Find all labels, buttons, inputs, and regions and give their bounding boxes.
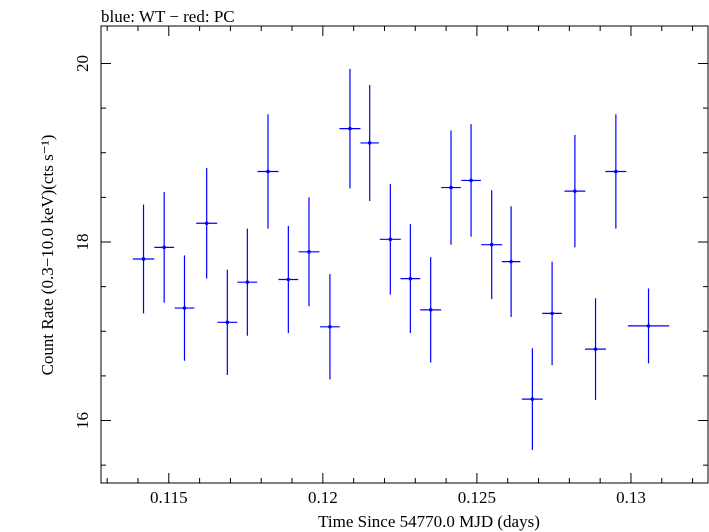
point-marker: [225, 320, 230, 325]
data-point: [132, 204, 155, 314]
point-marker: [182, 306, 187, 310]
point-marker: [573, 189, 577, 193]
data-point: [360, 84, 379, 201]
y-axis-label: Count Rate (0.3−10.0 keV)(cts s⁻¹): [38, 135, 57, 376]
data-point: [521, 348, 543, 450]
plot-frame: [100, 25, 709, 484]
data-point: [379, 183, 401, 295]
y-axis-ticks: 16 18 20: [73, 55, 708, 466]
point-marker: [367, 141, 372, 145]
data-point: [501, 206, 521, 317]
data-point: [320, 274, 340, 380]
point-marker: [408, 276, 413, 281]
point-marker: [328, 324, 332, 329]
data-point: [196, 167, 218, 279]
point-marker: [162, 245, 166, 250]
data-point: [237, 228, 258, 336]
point-marker: [646, 324, 651, 328]
point-marker: [141, 257, 146, 261]
point-marker: [245, 280, 250, 284]
data-point: [278, 225, 299, 334]
data-point: [481, 190, 503, 300]
point-marker: [614, 169, 618, 174]
point-marker: [449, 185, 453, 190]
y-tick-label: 16: [73, 412, 92, 429]
point-marker: [307, 250, 311, 254]
data-point: [605, 114, 627, 229]
y-tick-label: 18: [73, 234, 92, 251]
data-point: [174, 255, 195, 361]
data-point: [585, 298, 607, 400]
point-marker: [428, 308, 433, 312]
point-marker: [489, 242, 494, 247]
chart-title: blue: WT − red: PC: [101, 7, 235, 26]
data-point: [339, 68, 361, 189]
y-tick-label: 20: [73, 55, 92, 72]
point-marker: [286, 277, 291, 282]
data-point: [542, 261, 562, 366]
data-point: [257, 114, 279, 229]
point-marker: [266, 169, 270, 174]
x-tick-label: 0.125: [458, 488, 496, 507]
data-point: [461, 124, 481, 237]
x-tick-label: 0.115: [150, 488, 188, 507]
x-axis-label: Time Since 54770.0 MJD (days): [318, 512, 540, 531]
data-point: [217, 269, 238, 375]
point-marker: [509, 259, 513, 264]
point-marker: [469, 178, 473, 183]
data-point: [420, 257, 442, 363]
point-marker: [593, 347, 598, 351]
x-tick-label: 0.12: [308, 488, 338, 507]
point-marker: [388, 237, 393, 242]
data-point: [298, 197, 320, 307]
x-axis-ticks: 0.115 0.12 0.125 0.13: [106, 26, 694, 507]
point-marker: [530, 397, 535, 401]
data-point: [441, 130, 461, 245]
point-marker: [550, 311, 554, 316]
point-marker: [204, 221, 209, 226]
data-points: [132, 68, 670, 450]
x-tick-label: 0.13: [616, 488, 646, 507]
data-point: [154, 192, 175, 303]
point-marker: [348, 126, 352, 131]
data-point: [564, 134, 586, 248]
data-point: [400, 224, 421, 334]
data-point: [627, 288, 670, 364]
